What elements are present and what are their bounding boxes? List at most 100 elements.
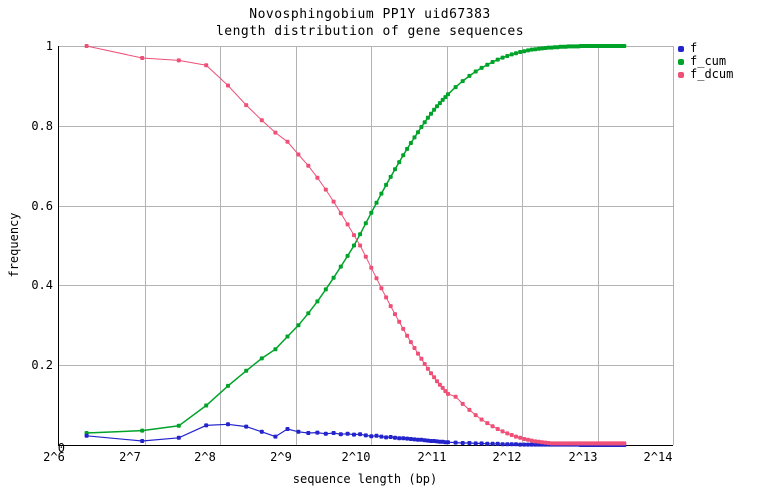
data-point [416,130,420,135]
data-point [518,442,523,447]
data-point [416,437,420,442]
data-point [500,429,505,434]
data-point [536,46,541,51]
data-point [453,394,458,399]
data-point [315,299,320,304]
y-tick-label-0.4: 0.4 [31,278,53,292]
data-point [429,371,433,376]
data-point [485,421,490,426]
legend-marker-f-cum [678,58,684,65]
x-axis-label: sequence length (bp) [292,472,438,486]
data-point [453,440,458,445]
data-point [490,441,495,446]
data-point [500,55,505,60]
series-f_cum [84,44,627,435]
data-point [140,56,145,60]
data-point [306,163,311,168]
data-point [244,424,249,429]
data-point [622,44,627,48]
data-point [384,295,389,300]
data-point [397,319,402,324]
chart-subtitle: length distribution of gene sequences [215,24,525,39]
data-point [408,437,413,441]
y-tick-label-1: 1 [46,39,53,53]
data-point [323,287,328,292]
data-point [363,254,368,259]
legend-marker-f-dcum [678,71,684,78]
data-point [522,49,527,54]
data-point [479,417,484,422]
data-point [397,160,402,165]
data-point [419,356,424,361]
data-point [425,438,430,443]
data-point [405,436,410,441]
data-point [518,50,523,54]
data-point [485,62,490,67]
data-point [429,111,433,116]
data-point [369,265,374,270]
series-f_cum-line [86,45,625,434]
data-point [405,333,410,338]
data-point [495,57,500,62]
data-point [306,431,311,435]
data-point [374,200,379,205]
data-point [408,340,413,345]
data-point [323,431,328,436]
data-point [226,422,230,427]
gridlines [58,46,674,445]
data-point [446,391,450,396]
data-point [526,48,530,53]
data-point [315,175,320,180]
data-point [490,424,495,429]
data-point [352,432,356,437]
y-tick-label-0.8: 0.8 [31,119,53,133]
data-point [460,441,465,445]
data-point [412,437,417,442]
data-point [273,130,278,135]
data-point [296,429,301,434]
data-point [529,438,534,443]
data-point [460,79,465,84]
data-point [393,312,397,317]
legend-label-f: f [690,41,698,55]
data-point [363,221,368,226]
y-tick-label-0.6: 0.6 [31,199,53,213]
data-point [419,437,424,442]
data-point [526,437,530,442]
data-point [540,46,545,51]
data-point [384,435,389,440]
data-point [473,441,478,446]
data-point [540,440,545,445]
legend-label-f-dcum: f_dcum [690,67,734,81]
data-point [388,435,393,439]
data-point [285,334,290,339]
x-tick-labels: 2^6 2^7 2^8 2^9 2^10 2^11 2^12 2^13 2^14 [43,450,672,464]
data-point [369,210,374,215]
data-point [388,304,393,309]
data-point [140,439,145,443]
data-point [490,60,495,64]
data-point [622,441,627,446]
data-point [473,413,478,418]
data-point [467,73,472,78]
data-point [505,431,510,436]
y-tick-labels: 0 0.2 0.4 0.6 0.8 1 [31,39,65,455]
data-point [514,434,518,439]
data-point [533,442,538,447]
data-point [546,441,551,445]
data-point [352,233,356,238]
data-point [358,232,363,237]
data-point [425,115,430,120]
data-point [259,356,264,361]
data-point [408,141,413,145]
data-point [437,101,442,106]
data-point [285,427,290,431]
data-point [533,47,538,52]
x-tick-label-2^8: 2^8 [194,450,216,464]
data-point [522,442,527,447]
data-point [176,423,181,428]
chart-title-block: Novosphingobium PP1Y uid67383 length dis… [0,6,740,40]
y-axis-label: frequency [7,212,21,278]
